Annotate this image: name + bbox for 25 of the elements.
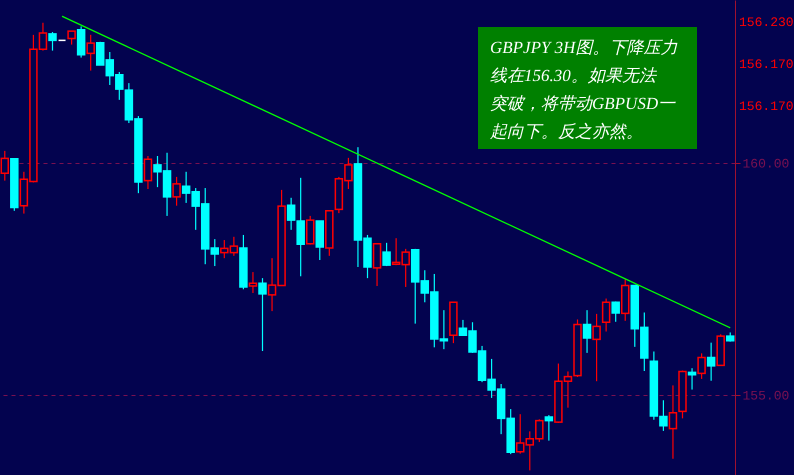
y-tick-label: 160.00 (742, 156, 790, 172)
candlestick (248, 271, 258, 294)
candlestick (382, 242, 391, 267)
candlestick (144, 155, 152, 190)
candlestick (582, 310, 592, 354)
candlestick (86, 34, 95, 72)
candlestick (0, 150, 10, 182)
candlestick (306, 215, 314, 246)
text: 156.170 (739, 99, 794, 114)
text: 156.170 (739, 57, 794, 72)
candlestick (48, 31, 57, 52)
candlestick (258, 278, 267, 352)
annotation: GBPJPY 3H图。下降压力线在156.30。如果无法突破，将带动GBPUSD一起向下。反之亦然。 (490, 38, 678, 141)
candlestick (697, 352, 706, 380)
candlestick (706, 342, 716, 382)
y-tick-label: 155.00 (742, 388, 790, 404)
text: 156.230 (739, 15, 794, 30)
candlestick (668, 384, 678, 460)
candlestick (592, 313, 601, 382)
candlestick (172, 176, 181, 206)
candlestick (544, 414, 554, 442)
candlestick (688, 368, 696, 390)
candlestick (611, 300, 620, 322)
candlestick (67, 30, 76, 46)
candlestick (602, 298, 610, 332)
